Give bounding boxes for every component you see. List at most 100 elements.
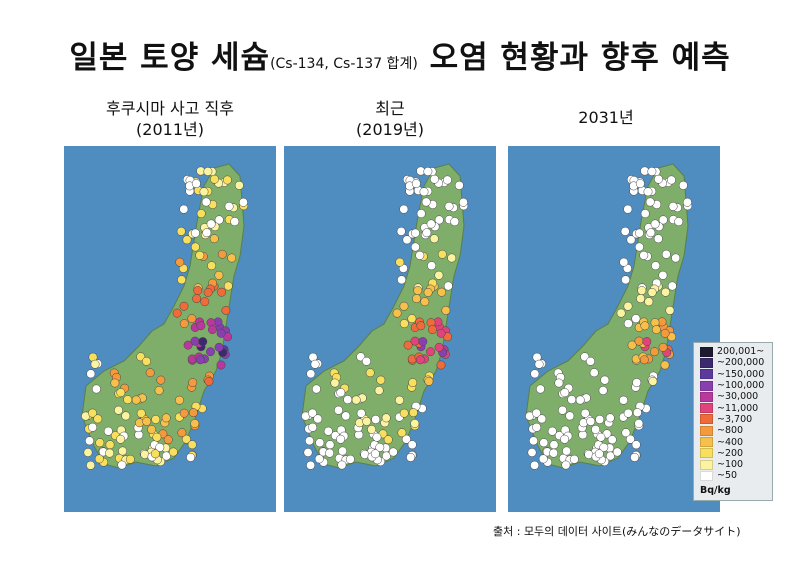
measurement-point [308,408,317,418]
measurement-point [569,454,579,464]
measurement-point [175,257,185,267]
caption-2019: 최근 (2019년) [284,98,496,140]
measurement-point [303,448,313,457]
source-note: 출처 : 모두의 데이터 사이트(みんなのデータサイト) [493,525,741,538]
legend-item: ~400 [694,436,772,448]
measurement-point [381,451,391,461]
measurement-point [415,250,425,260]
measurement-point [336,434,346,444]
measurement-point [642,337,652,347]
caption-2011-line1: 후쿠시마 사고 직후 [106,99,234,118]
measurement-point [176,226,186,236]
measurement-point [621,275,631,285]
measurement-point [374,386,384,395]
legend-label: ~100,000 [717,380,765,392]
measurement-point [224,201,234,211]
measurement-point [427,261,437,271]
measurement-point [221,305,231,315]
measurement-point [527,448,537,457]
measurement-point [203,167,213,176]
caption-2031: 2031년 [500,107,712,128]
legend-swatch [700,470,713,481]
measurement-point [381,413,391,423]
measurement-point [605,413,615,423]
title-tail: 오염 현황과 향후 예측 [429,40,731,76]
measurement-point [530,369,540,379]
measurement-point [209,234,219,244]
measurement-point [330,378,340,388]
measurement-point [161,413,171,423]
measurement-point [647,167,657,176]
measurement-point [660,328,670,338]
measurement-point [537,414,547,424]
measurement-point [183,340,193,350]
measurement-point [429,234,439,244]
measurement-point [539,438,549,448]
measurement-point [114,405,123,415]
measurement-point [401,434,411,444]
measurement-point [406,452,416,462]
legend-item: ~150,000 [694,369,772,380]
measurement-point [442,175,452,185]
legend-swatch [700,346,713,357]
measurement-point [554,378,564,388]
measurement-point [416,209,426,219]
legend-label: 200,001~ [717,346,765,358]
measurement-point [179,408,189,418]
measurement-point [371,415,381,424]
legend-label: ~11,000 [717,402,759,414]
measurement-point [325,440,335,450]
legend-item: ~100,000 [694,380,772,391]
legend-item: ~50 [694,470,772,481]
measurement-point [227,253,237,263]
measurement-point [105,440,115,450]
measurement-point [217,249,227,259]
measurement-point [634,419,644,428]
measurement-point [118,446,128,456]
measurement-point [410,228,420,238]
measurement-point [671,253,681,263]
measurement-point [634,228,644,238]
measurement-point [651,261,661,271]
measurement-point [341,411,351,421]
map-2019-svg [284,146,496,512]
measurement-point [163,435,173,445]
measurement-point [434,270,444,280]
measurement-point [135,418,144,428]
measurement-point [86,460,96,470]
measurement-point [567,395,577,405]
measurement-point [596,432,606,442]
measurement-point [192,294,202,304]
measurement-point [188,408,198,418]
measurement-point [168,447,178,457]
measurement-point [436,328,446,338]
measurement-point [85,436,94,446]
legend-item: ~11,000 [694,402,772,414]
measurement-point [198,337,208,347]
measurement-point [355,418,364,428]
measurement-point [351,395,361,405]
measurement-point [388,447,398,457]
legend-swatch [700,391,713,402]
measurement-point [682,197,692,207]
title-sub: (Cs-134, Cs-137 합계) [270,56,418,72]
measurement-point [182,235,192,245]
measurement-point [306,460,316,470]
measurement-point [410,242,420,252]
measurement-point [365,368,375,378]
map-2011-svg [64,146,276,512]
measurement-point [150,449,160,459]
measurement-point [91,384,101,394]
measurement-point [667,281,677,291]
measurement-point [86,369,96,379]
measurement-point [397,275,407,285]
measurement-point [90,359,100,369]
measurement-point [154,386,164,395]
measurement-point [186,452,196,462]
measurement-point [152,432,162,442]
measurement-point [595,415,605,424]
legend-swatch [700,414,713,425]
measurement-point [147,425,157,434]
map-2011 [64,146,276,512]
measurement-point [403,340,413,350]
